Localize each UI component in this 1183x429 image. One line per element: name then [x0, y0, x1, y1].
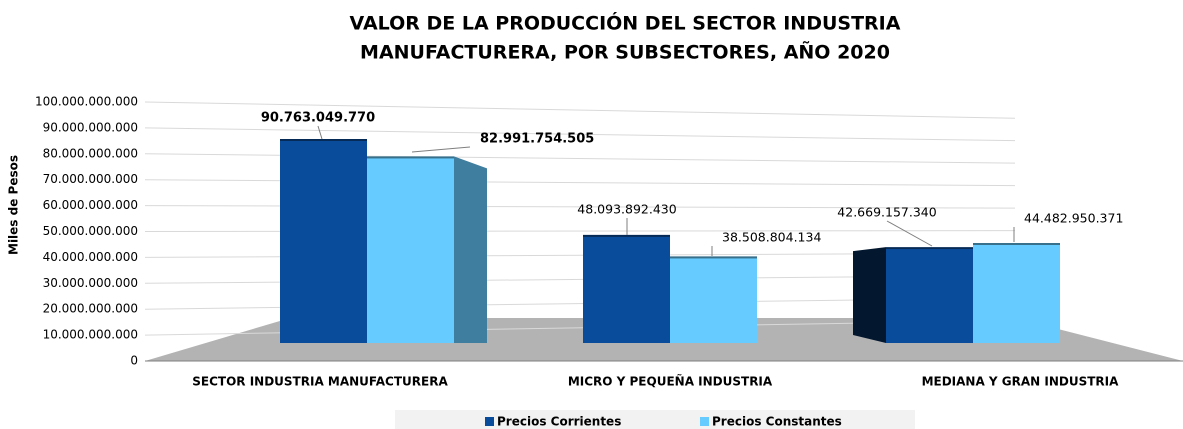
y-tick-label: 30.000.000.000	[43, 276, 138, 290]
y-tick-label: 50.000.000.000	[43, 224, 138, 238]
grid-line	[144, 179, 1016, 187]
x-tick-label: SECTOR INDUSTRIA MANUFACTURERA	[192, 375, 448, 389]
chart-title: MANUFACTURERA, POR SUBSECTORES, AÑO 2020	[360, 40, 890, 64]
x-tick-label: MEDIANA Y GRAN INDUSTRIA	[922, 375, 1120, 389]
bar	[886, 249, 973, 343]
chart-title: VALOR DE LA PRODUCCIÓN DEL SECTOR INDUST…	[350, 11, 901, 35]
grid-line	[144, 230, 1016, 232]
y-axis-label: Miles de Pesos	[7, 155, 21, 255]
data-label: 42.669.157.340	[837, 205, 936, 220]
bar-side	[853, 247, 886, 343]
leader-line	[411, 146, 471, 153]
data-label: 48.093.892.430	[577, 202, 676, 217]
grid-line	[144, 153, 1016, 164]
grid-line	[144, 127, 1016, 142]
legend-swatch	[485, 417, 494, 426]
leader-line	[317, 125, 323, 140]
data-label: 44.482.950.371	[1024, 211, 1123, 226]
legend-box	[395, 410, 915, 429]
bar	[973, 245, 1060, 343]
leader-line	[886, 220, 933, 247]
legend-label: Precios Corrientes	[497, 415, 621, 429]
bar	[583, 236, 670, 343]
y-tick-label: 90.000.000.000	[43, 120, 138, 134]
y-tick-label: 60.000.000.000	[43, 198, 138, 212]
legend-label: Precios Constantes	[712, 415, 842, 429]
data-label: 82.991.754.505	[480, 132, 594, 147]
y-tick-label: 0	[130, 354, 138, 368]
y-tick-label: 20.000.000.000	[43, 302, 138, 316]
bar-side	[454, 156, 487, 343]
legend-swatch	[700, 417, 709, 426]
y-tick-label: 100.000.000.000	[35, 95, 138, 109]
y-tick-label: 10.000.000.000	[43, 328, 138, 342]
grid-line	[144, 101, 1016, 119]
y-tick-label: 80.000.000.000	[43, 146, 138, 160]
data-label: 90.763.049.770	[261, 111, 375, 126]
data-label: 38.508.804.134	[722, 230, 821, 245]
y-tick-label: 40.000.000.000	[43, 250, 138, 264]
y-tick-label: 70.000.000.000	[43, 172, 138, 186]
bar	[280, 140, 367, 343]
x-tick-label: MICRO Y PEQUEÑA INDUSTRIA	[568, 374, 773, 389]
bar	[367, 158, 454, 343]
bar	[670, 258, 757, 343]
